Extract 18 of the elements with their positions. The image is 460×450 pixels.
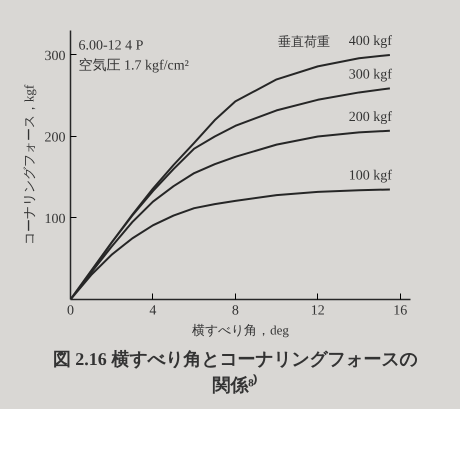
annotation: 6.00-12 4 P [78,38,144,54]
series-label: 200 kgf [348,110,392,125]
annotation: 空気圧 1.7 kgf/cm² [78,58,189,74]
series-label: 100 kgf [348,168,392,184]
x-tick-label: 4 [149,304,156,318]
x-tick-label: 16 [393,304,408,318]
text: 図 2.16 横すべり角とコーナリングフォースの関係⁸⁾ [52,348,418,397]
x-axis-title: 横すべり角，deg [192,322,290,338]
y-tick-label: 100 [44,212,66,227]
x-tick-label: 12 [310,304,325,318]
y-tick-label: 200 [44,130,66,146]
series-label: 300 kgf [348,67,392,82]
x-tick-label: 8 [232,304,239,318]
x-tick-label: 0 [67,304,74,318]
y-tick-label: 300 [44,48,66,64]
series-label: 400 kgf [348,34,392,49]
y-axis-title: コーナリングフォース，kgf [22,84,36,246]
annotation: 垂直荷重 [278,34,330,49]
